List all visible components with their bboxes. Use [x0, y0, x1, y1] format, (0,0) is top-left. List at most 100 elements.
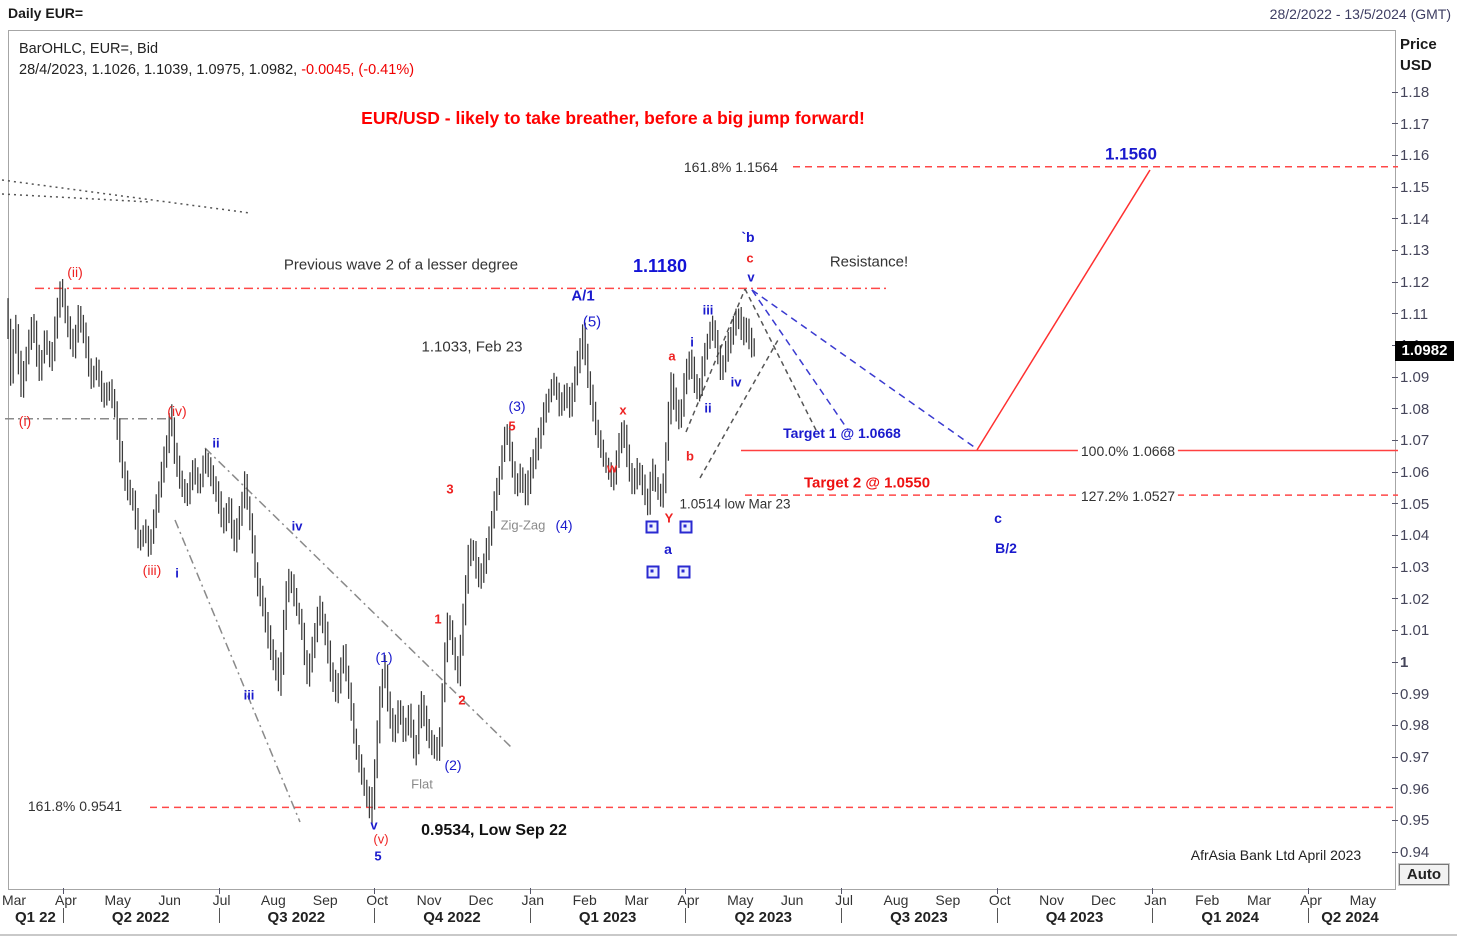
chart-annotation: c [746, 250, 754, 266]
chart-annotation: b [686, 448, 694, 464]
quarter-separator [685, 908, 687, 923]
y-axis-tick-mark [1392, 281, 1398, 283]
chart-annotation: 161.8% 1.1564 [683, 159, 779, 175]
x-axis-quarter-label: Q2 2022 [111, 909, 170, 926]
marker-box-icon [677, 565, 691, 579]
y-axis-tick-label: 1.07 [1400, 432, 1430, 450]
x-axis-quarter-label: Q1 2024 [1201, 909, 1259, 926]
quarter-separator [841, 908, 843, 923]
chart-annotation: (2) [444, 757, 462, 773]
y-axis-tick-label: 0.95 [1400, 812, 1430, 830]
y-axis-tick-label: 1.01 [1400, 622, 1430, 640]
page-title: Daily EUR= [8, 5, 84, 21]
chart-annotation: (4) [555, 517, 573, 533]
y-axis-tick-label: 1.09 [1400, 369, 1430, 386]
y-axis-tick-mark [1392, 91, 1398, 93]
x-axis-month-label: May [1349, 892, 1377, 908]
trend-line [204, 447, 513, 749]
x-axis-quarter-label: Q1 22 [15, 909, 56, 926]
x-axis-month-label: Feb [1195, 892, 1220, 908]
x-axis-quarter-tick [529, 888, 531, 894]
quarter-separator [1308, 908, 1309, 923]
y-axis-tick-mark [1392, 471, 1398, 473]
quarter-separator [996, 908, 998, 923]
trend-line [1, 193, 151, 203]
chart-annotation: i [690, 334, 694, 350]
y-axis-tick-label: 1.11 [1400, 305, 1429, 323]
y-axis-tick-label: 1.04 [1400, 527, 1430, 545]
chart-annotation: (1) [375, 649, 393, 665]
y-axis-tick-label: 1.15 [1400, 179, 1430, 196]
x-axis-month-label: Jun [780, 892, 804, 908]
chart-annotation: Previous wave 2 of a lesser degree [283, 256, 519, 274]
x-axis-month-label: Apr [54, 892, 77, 908]
y-axis-title-line1: Price [1400, 36, 1437, 53]
chart-annotation: v [370, 817, 378, 833]
chart-annotation: 161.8% 0.9541 [24, 799, 126, 813]
x-axis-quarter-tick [685, 888, 687, 894]
x-axis-quarter-label: Q1 2023 [578, 909, 637, 926]
chart-annotation: (i) [18, 413, 32, 429]
quarter-separator [62, 908, 64, 923]
chart-annotation: (iii) [142, 562, 162, 578]
x-axis-quarter-tick [996, 888, 998, 894]
chart-annotation: 1.0514 low Mar 23 [679, 496, 791, 512]
chart-annotation: v [747, 269, 755, 285]
y-axis-tick-mark [1392, 313, 1398, 315]
y-axis-tick-mark [1392, 218, 1398, 220]
chart-annotation: Flat [411, 776, 433, 792]
y-axis-tick-label: 0.99 [1400, 685, 1430, 703]
x-axis-quarter-label: Q3 2023 [890, 909, 948, 926]
plot-area[interactable] [8, 30, 1396, 890]
y-axis-tick-label: 1.03 [1400, 559, 1430, 576]
last-price-badge: 1.0982 [1395, 341, 1454, 361]
y-axis-tick-mark [1392, 598, 1398, 600]
x-axis-month-label: Mar [1, 892, 27, 908]
chart-annotation: B/2 [995, 540, 1017, 556]
y-axis-tick-mark [1392, 724, 1398, 726]
trend-line [976, 169, 1151, 451]
chart-annotation: iv [291, 518, 303, 534]
marker-box-icon [646, 565, 660, 579]
chart-annotation: c [994, 510, 1002, 526]
y-axis-tick-label: 1.12 [1400, 274, 1430, 291]
y-axis-tick-mark [1392, 503, 1398, 505]
y-axis-tick-mark [1392, 661, 1398, 663]
y-axis-title: Price USD [1400, 34, 1437, 76]
chart-annotation: Target 2 @ 1.0550 [803, 474, 931, 492]
chart-annotation: (iv) [167, 403, 187, 419]
y-axis-tick-mark [1392, 851, 1398, 853]
trend-line [744, 288, 819, 435]
x-axis-month-label: May [727, 892, 754, 908]
chart-annotation: a [668, 348, 676, 364]
chart-annotation: (ii) [67, 264, 83, 280]
x-axis-quarter-label: Q4 2022 [423, 909, 481, 926]
x-axis-month-label: Mar [1247, 892, 1272, 908]
auto-scale-button[interactable]: Auto [1398, 863, 1450, 886]
chart-annotation: 1.1033, Feb 23 [421, 338, 523, 356]
x-axis-quarter-tick [62, 888, 64, 894]
y-axis-tick-mark [1392, 534, 1398, 536]
x-axis-month-label: Sep [312, 892, 338, 908]
chart-annotation: 127.2% 1.0527 [1077, 489, 1179, 503]
x-axis-quarter-tick [374, 888, 376, 894]
chart-annotation: iii [702, 302, 714, 318]
x-axis-quarter-label: Q4 2023 [1045, 909, 1104, 926]
x-axis-month-label: Mar [624, 892, 649, 908]
y-axis-tick-label: 0.94 [1400, 844, 1430, 861]
y-axis-tick-label: 1.02 [1400, 590, 1430, 608]
y-axis-tick-label: 1.13 [1400, 242, 1430, 260]
chart-annotation: 100.0% 1.0668 [1077, 444, 1179, 458]
y-axis-tick-label: 1.06 [1400, 464, 1430, 481]
chart-annotation: 1.1560 [1105, 144, 1157, 164]
date-range-label: 28/2/2022 - 13/5/2024 (GMT) [1269, 6, 1451, 22]
trend-line [751, 289, 849, 431]
trend-line [699, 339, 779, 479]
y-axis-tick-mark [1392, 376, 1398, 378]
x-axis-month-label: Apr [1300, 892, 1322, 908]
x-axis-month-label: Jan [521, 892, 545, 908]
y-axis-tick-mark [1392, 186, 1398, 188]
chart-annotation: ii [212, 435, 220, 451]
chart-annotation: iii [243, 687, 255, 703]
